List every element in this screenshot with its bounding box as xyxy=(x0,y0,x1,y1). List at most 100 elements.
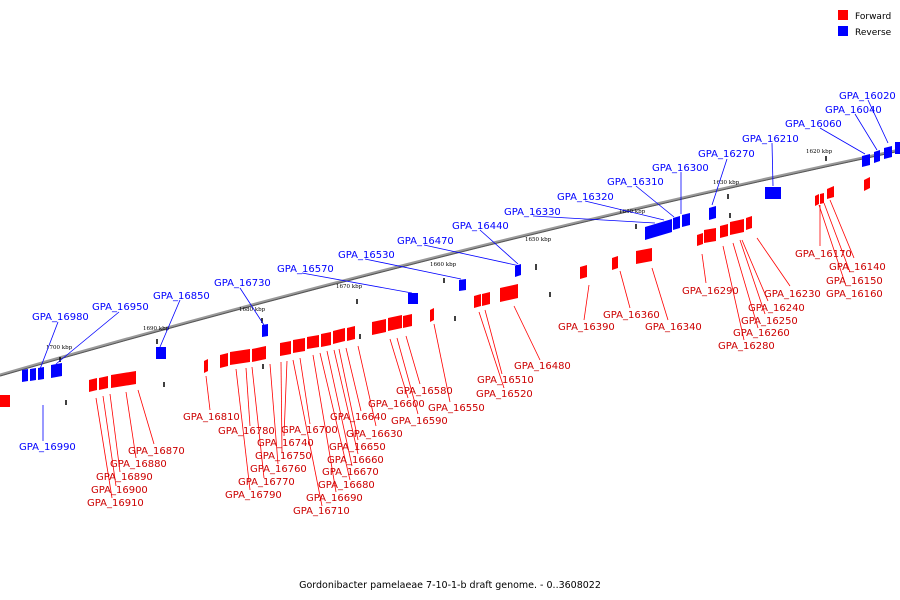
legend-forward-label: Forward xyxy=(855,12,891,22)
label-leader-line xyxy=(854,113,878,151)
label-leader-line xyxy=(333,349,359,455)
gene-label-forward: GPA_16390 xyxy=(558,322,615,333)
gene-block-reverse xyxy=(30,368,36,381)
gene-block-forward xyxy=(430,308,434,322)
gene-block-forward xyxy=(820,193,824,204)
gene-label-reverse: GPA_16210 xyxy=(742,134,799,145)
gene-block-forward xyxy=(220,353,228,368)
gene-label-forward: GPA_16230 xyxy=(764,289,821,300)
gene-block-forward xyxy=(252,346,266,362)
gene-block-forward xyxy=(99,376,108,390)
gene-label-reverse: GPA_16440 xyxy=(452,221,509,232)
gene-label-forward: GPA_16680 xyxy=(318,480,375,491)
gene-block-forward xyxy=(321,332,331,347)
label-leader-line xyxy=(137,389,155,445)
legend: Forward Reverse xyxy=(838,10,892,38)
label-leader-line xyxy=(741,239,769,302)
label-leader-line xyxy=(635,185,675,218)
gene-label-forward: GPA_16150 xyxy=(826,276,883,287)
label-leader-line xyxy=(823,202,851,273)
gene-label-forward: GPA_16160 xyxy=(826,289,883,300)
label-leader-line xyxy=(651,267,669,321)
gene-label-forward: GPA_16890 xyxy=(96,472,153,483)
gene-label-forward: GPA_16670 xyxy=(322,467,379,478)
gene-block-forward xyxy=(474,294,481,308)
label-leader-line xyxy=(584,200,665,221)
gene-block-forward xyxy=(500,284,518,302)
label-leader-line xyxy=(819,127,866,155)
gene-label-reverse: GPA_16570 xyxy=(277,264,334,275)
label-leader-line xyxy=(245,367,251,427)
gene-label-forward: GPA_16880 xyxy=(110,459,167,470)
gene-label-reverse: GPA_16020 xyxy=(839,91,896,102)
tick-label: 1670 kbp xyxy=(336,284,363,290)
gene-block-forward xyxy=(111,371,136,388)
gene-label-forward: GPA_16790 xyxy=(225,490,282,501)
gene-block-reverse xyxy=(765,187,781,199)
gene-block-forward xyxy=(864,177,870,191)
label-leader-line xyxy=(771,142,774,187)
tick-label: 1680 kbp xyxy=(239,307,266,313)
gene-label-reverse: GPA_16330 xyxy=(504,207,561,218)
reverse-genes xyxy=(22,142,900,382)
label-leader-line xyxy=(319,352,351,481)
gene-label-forward: GPA_16780 xyxy=(218,426,275,437)
gene-block-forward xyxy=(720,224,728,238)
tick-label: 1700 kbp xyxy=(46,345,73,351)
gene-block-reverse xyxy=(874,150,880,163)
label-leader-line xyxy=(159,299,181,348)
label-leader-line xyxy=(326,350,353,467)
label-leader-line xyxy=(292,359,323,507)
gene-label-reverse: GPA_16320 xyxy=(557,192,614,203)
forward-genes xyxy=(0,177,870,407)
gene-label-forward: GPA_16250 xyxy=(741,316,798,327)
gene-block-forward xyxy=(204,359,208,373)
gene-label-forward: GPA_16810 xyxy=(183,412,240,423)
gene-label-reverse: GPA_16950 xyxy=(92,302,149,313)
gene-label-forward: GPA_16580 xyxy=(396,386,453,397)
gene-label-forward: GPA_16700 xyxy=(281,425,338,436)
gene-block-forward xyxy=(636,248,652,264)
gene-label-reverse: GPA_16850 xyxy=(153,291,210,302)
gene-block-forward xyxy=(827,186,834,199)
label-leader-line xyxy=(364,258,462,280)
label-leader-line xyxy=(829,199,855,259)
label-leader-line xyxy=(583,284,590,321)
gene-block-forward xyxy=(697,233,703,246)
gene-block-forward xyxy=(815,194,819,206)
label-leader-line xyxy=(756,237,791,287)
gene-label-forward: GPA_16280 xyxy=(718,341,775,352)
label-leader-line xyxy=(867,99,889,144)
legend-reverse-swatch xyxy=(838,26,848,36)
gene-block-reverse xyxy=(22,369,28,382)
label-leader-line xyxy=(722,245,745,341)
label-leader-line xyxy=(301,272,413,294)
gene-block-reverse xyxy=(515,264,521,277)
gene-label-forward: GPA_16340 xyxy=(645,322,702,333)
gene-block-forward xyxy=(372,319,386,335)
gene-label-forward: GPA_16600 xyxy=(368,399,425,410)
label-leader-line xyxy=(55,311,120,365)
legend-forward-swatch xyxy=(838,10,848,20)
label-leader-line xyxy=(619,270,631,309)
gene-block-forward xyxy=(580,265,587,279)
label-leader-line xyxy=(299,357,311,425)
gene-label-reverse: GPA_16730 xyxy=(214,278,271,289)
map-caption: Gordonibacter pamelaeae 7-10-1-b draft g… xyxy=(299,580,601,591)
gene-block-reverse xyxy=(645,219,672,240)
tick-label: 1630 kbp xyxy=(713,180,740,186)
label-leader-line xyxy=(251,366,265,479)
gene-block-forward xyxy=(280,341,291,356)
gene-block-forward xyxy=(230,349,250,365)
label-leader-line xyxy=(532,215,656,224)
label-leader-line xyxy=(389,338,409,399)
tick-label: 1620 kbp xyxy=(806,149,833,155)
gene-block-forward xyxy=(730,219,744,235)
label-leader-line xyxy=(39,321,59,370)
gene-block-reverse xyxy=(408,293,418,304)
gene-block-forward xyxy=(403,314,412,328)
gene-label-forward: GPA_16770 xyxy=(238,477,295,488)
label-leader-line xyxy=(484,309,503,375)
gene-label-forward: GPA_16900 xyxy=(91,485,148,496)
label-leader-line xyxy=(711,158,728,206)
